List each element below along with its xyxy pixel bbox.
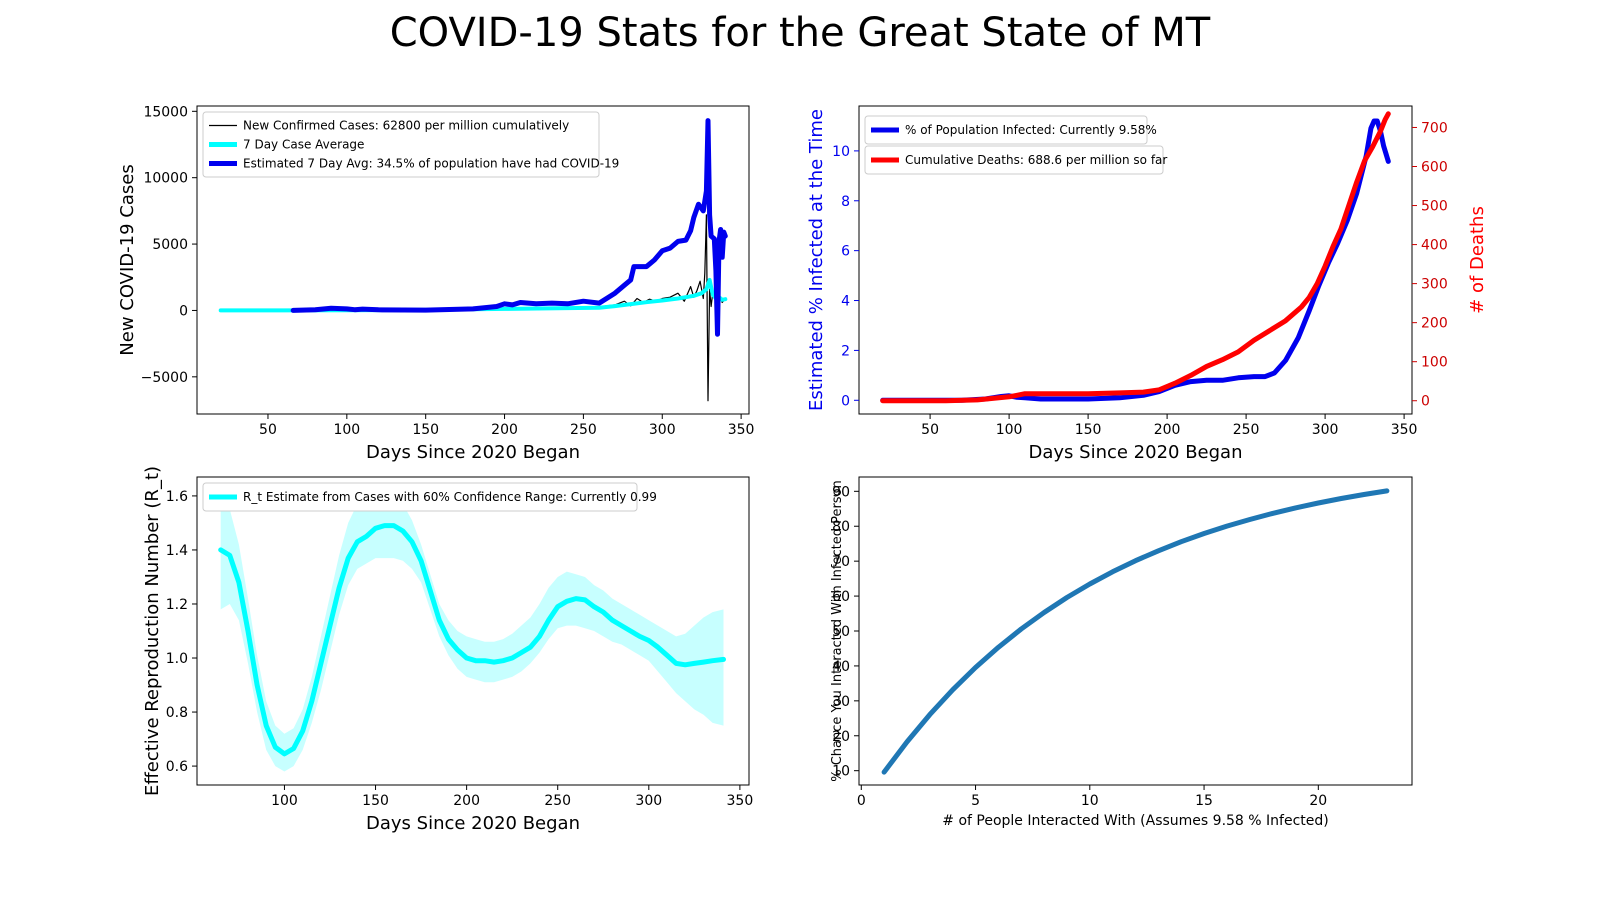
chance-ytick-label: 90 bbox=[832, 484, 850, 500]
chance-ytick-label: 30 bbox=[832, 694, 850, 710]
rt-ytick-label: 0.8 bbox=[166, 705, 188, 721]
infected-ytick-label: 4 bbox=[841, 294, 850, 310]
rt-ytick-label: 1.6 bbox=[166, 489, 188, 505]
cases-xtick-label: 250 bbox=[570, 422, 597, 438]
cases-ytick-label: 5000 bbox=[152, 237, 188, 253]
infected-series-line bbox=[880, 118, 1391, 403]
infected-ytick-right-label: 600 bbox=[1421, 160, 1448, 176]
infected-ytick-label: 2 bbox=[841, 343, 850, 359]
deaths-ylabel: # of Deaths bbox=[1467, 206, 1488, 314]
cases-ylabel: New COVID-19 Cases bbox=[117, 164, 138, 355]
infected-ytick-right-label: 400 bbox=[1421, 238, 1448, 254]
cases-xtick-label: 100 bbox=[333, 422, 360, 438]
figure-title: COVID-19 Stats for the Great State of MT bbox=[389, 10, 1211, 56]
rt-xtick-label: 150 bbox=[362, 793, 389, 809]
infected-xtick-label: 250 bbox=[1233, 422, 1260, 438]
infected-ytick-right-label: 200 bbox=[1421, 316, 1448, 332]
infected-xtick-label: 300 bbox=[1312, 422, 1339, 438]
cases-ytick-label: 15000 bbox=[143, 104, 188, 120]
infected-ytick-right-label: 700 bbox=[1421, 120, 1448, 136]
infected-ytick-right-label: 100 bbox=[1421, 355, 1448, 371]
cases-legend-label: New Confirmed Cases: 62800 per million c… bbox=[243, 119, 569, 133]
infected-xtick-label: 150 bbox=[1075, 422, 1102, 438]
rt-xtick-label: 100 bbox=[271, 793, 298, 809]
chance-xtick-label: 15 bbox=[1195, 793, 1213, 809]
chance-ylabel: % Chance You Interacted With Infected Pe… bbox=[830, 480, 845, 782]
rt-frame bbox=[196, 476, 750, 786]
rt-ytick-label: 0.6 bbox=[166, 759, 188, 775]
chance-ytick-label: 10 bbox=[832, 764, 850, 780]
cases-xtick-label: 300 bbox=[649, 422, 676, 438]
infected-ytick-right-label: 0 bbox=[1421, 394, 1430, 410]
infected-xtick-label: 200 bbox=[1154, 422, 1181, 438]
rt-xtick-label: 300 bbox=[635, 793, 662, 809]
infected-frame bbox=[858, 105, 1413, 415]
rt-ylabel: Effective Reproduction Number (R_t) bbox=[142, 466, 163, 796]
cases-frame bbox=[196, 105, 750, 415]
rt-legend-label: R_t Estimate from Cases with 60% Confide… bbox=[243, 490, 657, 504]
infected-ytick-label: 6 bbox=[841, 244, 850, 260]
chance-xtick-label: 0 bbox=[857, 793, 866, 809]
infected-xlabel: Days Since 2020 Began bbox=[1029, 442, 1243, 463]
infected-xtick-label: 100 bbox=[996, 422, 1023, 438]
chance-ytick-label: 60 bbox=[832, 589, 850, 605]
rt-xtick-label: 350 bbox=[727, 793, 754, 809]
infected-ytick-label: 0 bbox=[841, 393, 850, 409]
deaths-legend-label: Cumulative Deaths: 688.6 per million so … bbox=[905, 153, 1167, 167]
deaths-series-line bbox=[880, 111, 1391, 404]
infected-ylabel: Estimated % Infected at the Time bbox=[806, 109, 827, 411]
cases-xtick-label: 50 bbox=[259, 422, 277, 438]
rt-ytick-label: 1.2 bbox=[166, 597, 188, 613]
chance-ytick-label: 40 bbox=[832, 659, 850, 675]
cases-legend-label: Estimated 7 Day Avg: 34.5% of population… bbox=[243, 157, 619, 171]
infected-ytick-right-label: 500 bbox=[1421, 199, 1448, 215]
cases-ytick-label: −5000 bbox=[141, 370, 188, 386]
chance-frame bbox=[858, 476, 1413, 786]
chance-ytick-label: 20 bbox=[832, 729, 850, 745]
chance-xtick-label: 10 bbox=[1081, 793, 1099, 809]
rt-xtick-label: 250 bbox=[544, 793, 571, 809]
cases-xtick-label: 200 bbox=[491, 422, 518, 438]
chance-ytick-label: 70 bbox=[832, 554, 850, 570]
infected-legend-label: % of Population Infected: Currently 9.58… bbox=[905, 123, 1157, 137]
chance-ytick-label: 80 bbox=[832, 519, 850, 535]
cases-ytick-label: 10000 bbox=[143, 171, 188, 187]
cases-xtick-label: 350 bbox=[728, 422, 755, 438]
chance-xtick-label: 5 bbox=[971, 793, 980, 809]
cases-ytick-label: 0 bbox=[179, 303, 188, 319]
rt-ytick-label: 1.4 bbox=[166, 543, 188, 559]
rt-xlabel: Days Since 2020 Began bbox=[366, 813, 580, 834]
cases-series-2-line bbox=[290, 118, 728, 337]
cases-legend-box bbox=[202, 111, 600, 178]
cases-legend-label: 7 Day Case Average bbox=[243, 138, 364, 152]
cases-xlabel: Days Since 2020 Began bbox=[366, 442, 580, 463]
infected-legend-box bbox=[864, 115, 1148, 145]
chance-series-line bbox=[881, 488, 1390, 775]
rt-confidence-band bbox=[220, 490, 724, 772]
chance-xtick-label: 20 bbox=[1309, 793, 1327, 809]
cases-series-1-line bbox=[218, 277, 728, 313]
infected-ytick-label: 8 bbox=[841, 194, 850, 210]
deaths-legend-box bbox=[864, 145, 1164, 175]
infected-xtick-label: 50 bbox=[921, 422, 939, 438]
chance-ytick-label: 50 bbox=[832, 624, 850, 640]
cases-xtick-label: 150 bbox=[412, 422, 439, 438]
infected-xtick-label: 350 bbox=[1391, 422, 1418, 438]
chance-xlabel: # of People Interacted With (Assumes 9.5… bbox=[942, 813, 1328, 829]
infected-ytick-right-label: 300 bbox=[1421, 277, 1448, 293]
rt-ytick-label: 1.0 bbox=[166, 651, 188, 667]
rt-xtick-label: 200 bbox=[453, 793, 480, 809]
rt-series-line bbox=[218, 523, 726, 757]
rt-legend-box bbox=[202, 482, 638, 512]
infected-ytick-label: 10 bbox=[832, 144, 850, 160]
